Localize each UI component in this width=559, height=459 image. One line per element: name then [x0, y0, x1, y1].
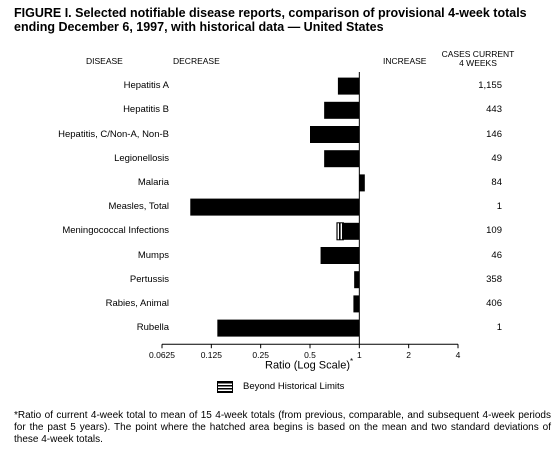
- disease-label: Hepatitis A: [123, 80, 169, 92]
- disease-label: Measles, Total: [108, 201, 169, 213]
- bar-7: [320, 247, 360, 264]
- x-tick-label-5: 2: [406, 350, 411, 360]
- x-tick-label-2: 0.25: [252, 350, 269, 360]
- case-count: 49: [491, 152, 502, 164]
- x-axis-label-text: Ratio (Log Scale): [265, 359, 350, 372]
- disease-label: Rubella: [136, 322, 169, 334]
- x-tick-label-6: 4: [456, 350, 461, 360]
- disease-label: Legionellosis: [114, 152, 169, 164]
- bar-4: [359, 174, 365, 192]
- increase-header: INCREASE: [383, 56, 427, 66]
- disease-label: Pertussis: [129, 273, 169, 285]
- case-count: 46: [491, 249, 502, 261]
- x-tick-label-3: 0.5: [304, 350, 316, 360]
- x-tick-label-0: 0.0625: [149, 350, 175, 360]
- x-tick-label-1: 0.125: [201, 350, 223, 360]
- bar-hatch-6: [336, 222, 344, 241]
- cases-header-line1: CASES CURRENT: [441, 49, 515, 59]
- case-count: 84: [491, 176, 502, 188]
- disease-label: Meningococcal Infections: [62, 225, 169, 237]
- x-tick-label-4: 1: [357, 350, 362, 360]
- disease-column-header: DISEASE: [86, 56, 123, 66]
- case-count: 146: [486, 128, 502, 140]
- case-count: 1: [496, 322, 502, 334]
- decrease-header: DECREASE: [173, 56, 220, 66]
- bar-3: [324, 150, 360, 168]
- cases-header-line2: 4 WEEKS: [459, 58, 497, 68]
- x-axis-label-footnote-mark: *: [350, 357, 354, 366]
- bar-8: [354, 271, 360, 289]
- footnote: *Ratio of current 4-week total to mean o…: [14, 410, 551, 445]
- x-axis-label: Ratio (Log Scale)*: [265, 357, 455, 372]
- bar-10: [217, 319, 360, 337]
- disease-label: Hepatitis B: [123, 104, 169, 116]
- case-count: 358: [486, 273, 502, 285]
- bar-1: [324, 101, 360, 119]
- cases-column-header: CASES CURRENT 4 WEEKS: [438, 50, 518, 68]
- case-count: 443: [486, 104, 502, 116]
- case-count: 1,155: [478, 80, 502, 92]
- case-count: 406: [486, 297, 502, 309]
- disease-label: Hepatitis, C/Non-A, Non-B: [58, 128, 169, 140]
- bar-2: [310, 126, 360, 143]
- bar-0: [337, 77, 360, 95]
- chart-title: FIGURE I. Selected notifiable disease re…: [14, 6, 527, 34]
- disease-label: Mumps: [137, 249, 169, 261]
- bar-5: [190, 198, 360, 216]
- legend-hatch-swatch: [217, 381, 233, 393]
- legend-label: Beyond Historical Limits: [243, 381, 345, 392]
- disease-label: Malaria: [137, 176, 169, 188]
- disease-label: Rabies, Animal: [105, 297, 169, 309]
- bar-9: [353, 295, 360, 313]
- case-count: 1: [496, 201, 502, 213]
- case-count: 109: [486, 225, 502, 237]
